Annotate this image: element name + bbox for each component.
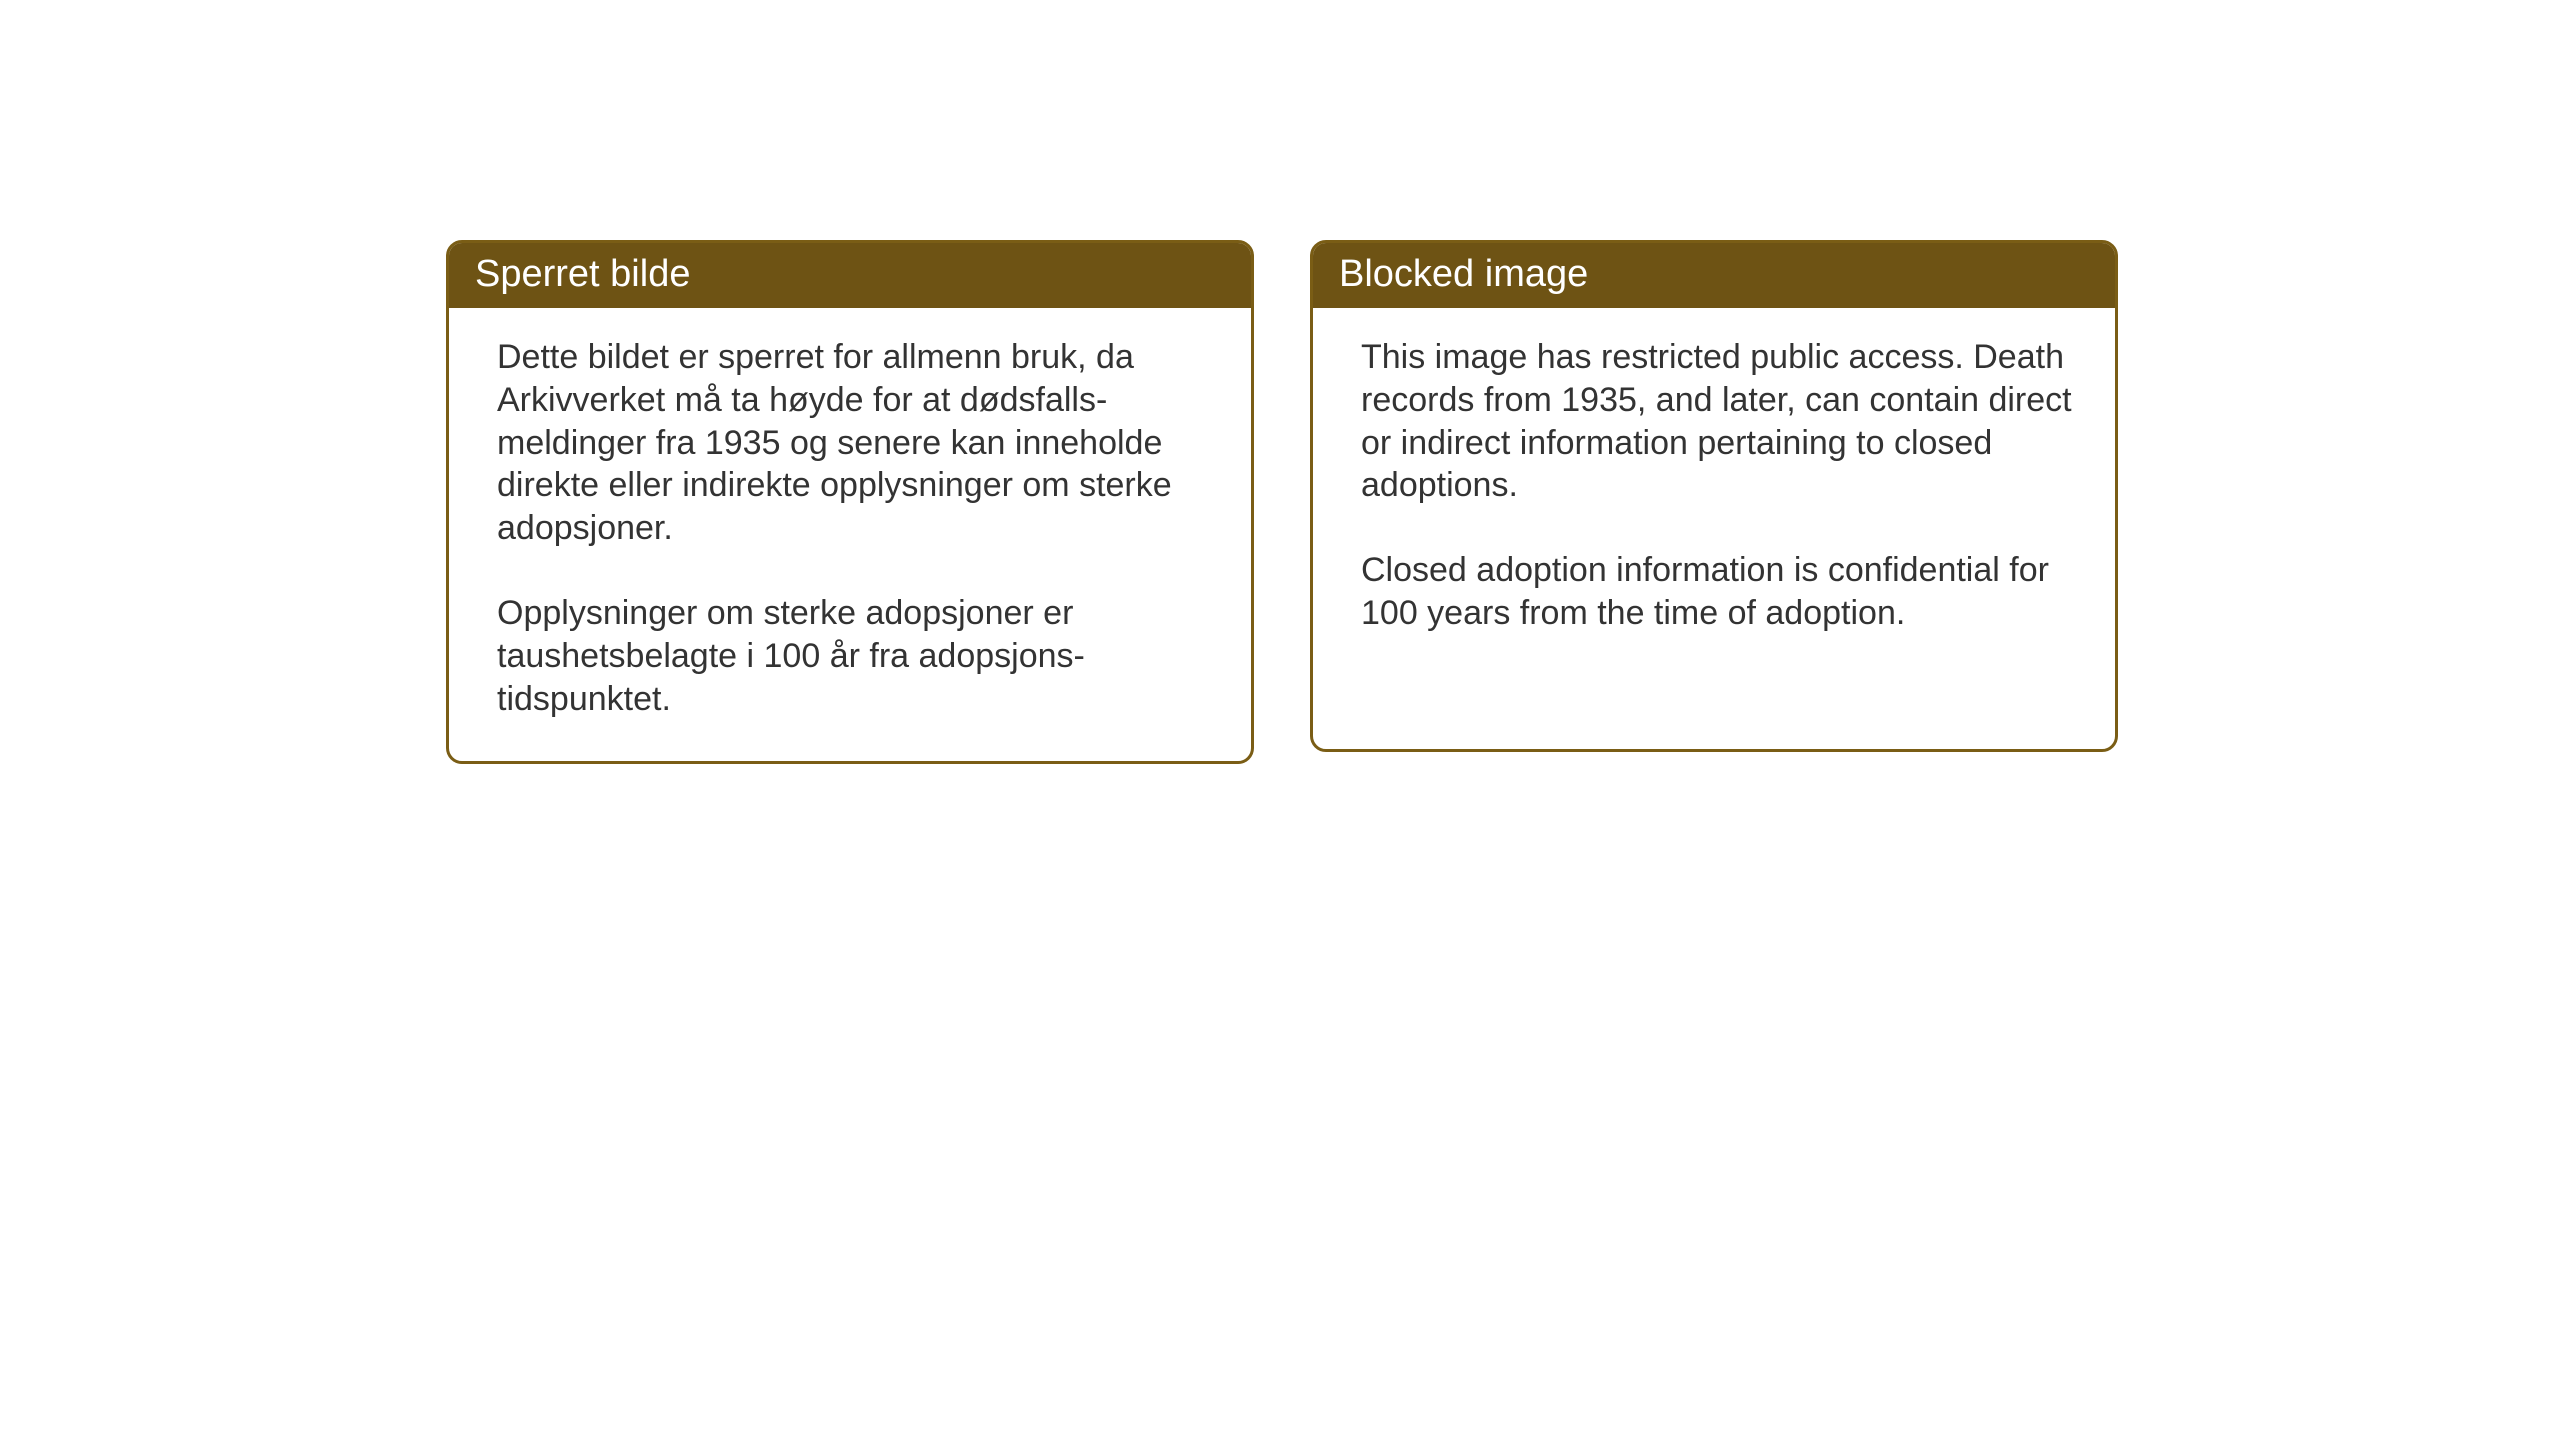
card-paragraph-2: Opplysninger om sterke adopsjoner er tau… — [497, 592, 1211, 720]
card-paragraph-2: Closed adoption information is confident… — [1361, 549, 2075, 635]
card-body: Dette bildet er sperret for allmenn bruk… — [449, 308, 1251, 761]
card-title: Sperret bilde — [475, 253, 690, 295]
notice-card-norwegian: Sperret bilde Dette bildet er sperret fo… — [446, 240, 1254, 764]
card-paragraph-1: Dette bildet er sperret for allmenn bruk… — [497, 336, 1211, 550]
card-title: Blocked image — [1339, 253, 1588, 295]
notice-cards-container: Sperret bilde Dette bildet er sperret fo… — [446, 240, 2118, 764]
notice-card-english: Blocked image This image has restricted … — [1310, 240, 2118, 752]
card-header: Sperret bilde — [449, 243, 1251, 308]
card-header: Blocked image — [1313, 243, 2115, 308]
card-paragraph-1: This image has restricted public access.… — [1361, 336, 2075, 507]
card-body: This image has restricted public access.… — [1313, 308, 2115, 675]
